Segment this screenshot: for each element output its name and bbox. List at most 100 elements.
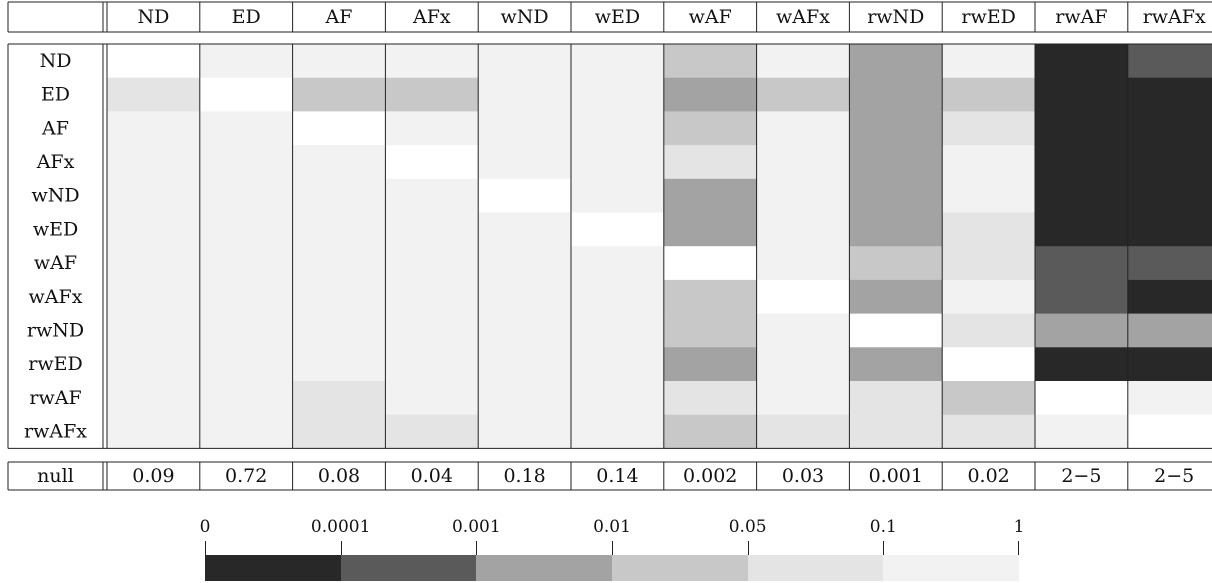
heatmap-cell-rwND-ED bbox=[199, 313, 294, 348]
heatmap-cell-wAFx-rwAFx bbox=[1127, 279, 1212, 315]
heatmap-cell-AFx-ND bbox=[107, 145, 201, 180]
heatmap-cell-rwED-rwAFx bbox=[1127, 347, 1212, 382]
heatmap-cell-rwND-rwAFx bbox=[1127, 313, 1212, 348]
row-label-rwND: rwND bbox=[27, 319, 84, 341]
heatmap-cell-rwND-AFx bbox=[385, 313, 479, 348]
heatmap-cell-rwAFx-AF bbox=[292, 414, 386, 449]
column-header-rwND: rwND bbox=[867, 6, 924, 28]
heatmap-cell-rwND-ND bbox=[107, 313, 201, 348]
heatmap-cell-wAFx-ED bbox=[199, 279, 294, 315]
heatmap-cell-rwND-wAF bbox=[663, 313, 758, 348]
heatmap-cell-AF-rwND bbox=[849, 111, 943, 146]
row-label-AFx: AFx bbox=[36, 151, 75, 173]
heatmap-cell-wAF-wED bbox=[571, 246, 665, 281]
heatmap-cell-wND-wAF bbox=[663, 178, 758, 214]
heatmap-cell-wED-rwND bbox=[849, 212, 943, 247]
heatmap-cell-wND-rwAF bbox=[1035, 178, 1129, 214]
heatmap-cell-AFx-AF bbox=[292, 145, 386, 180]
heatmap-cell-ED-AFx bbox=[385, 77, 479, 112]
legend-tick-mark bbox=[747, 541, 749, 555]
heatmap-cell-ND-rwAF bbox=[1035, 44, 1129, 79]
heatmap-cell-AFx-rwAFx bbox=[1127, 145, 1212, 180]
row-label-wND: wND bbox=[31, 185, 79, 207]
legend-tick-label: 0.05 bbox=[728, 517, 767, 537]
heatmap-cell-AFx-rwED bbox=[942, 145, 1036, 180]
column-header-wND: wND bbox=[501, 6, 549, 28]
heatmap-cell-ND-wAFx bbox=[756, 44, 850, 79]
heatmap-cell-ED-rwED bbox=[942, 77, 1036, 112]
heatmap-cell-rwED-rwED bbox=[942, 347, 1036, 382]
heatmap-cell-ND-wED bbox=[571, 44, 665, 79]
null-value-wND: 0.18 bbox=[503, 465, 545, 487]
row-label-rwAFx: rwAFx bbox=[24, 421, 87, 443]
heatmap-cell-ED-wAF bbox=[663, 77, 758, 112]
heatmap-cell-wAF-ED bbox=[199, 246, 294, 281]
null-value-rwAF: 2−5 bbox=[1061, 465, 1101, 487]
heatmap-cell-AF-wND bbox=[478, 111, 572, 146]
legend-tick-mark bbox=[883, 541, 885, 555]
heatmap-cell-AFx-wAFx bbox=[756, 145, 850, 180]
heatmap-cell-rwED-wND bbox=[478, 347, 572, 382]
heatmap-cell-wAFx-wAFx bbox=[756, 279, 850, 315]
heatmap-cell-wAF-rwAFx bbox=[1127, 246, 1212, 281]
heatmap-cell-rwAFx-rwAF bbox=[1035, 414, 1129, 449]
heatmap-cell-wAF-AFx bbox=[385, 246, 479, 281]
heatmap-cell-ND-ND bbox=[107, 44, 201, 79]
heatmap-cell-wND-ND bbox=[107, 178, 201, 214]
heatmap-cell-rwAF-wED bbox=[571, 381, 665, 416]
null-value-wAF: 0.002 bbox=[683, 465, 737, 487]
row-label-wAFx: wAFx bbox=[29, 286, 83, 308]
row-label-rwAF: rwAF bbox=[29, 387, 81, 409]
heatmap-cell-rwAFx-rwND bbox=[849, 414, 943, 449]
heatmap-cell-rwAF-wAF bbox=[663, 381, 758, 416]
legend-swatch bbox=[747, 555, 884, 581]
row-label-AF: AF bbox=[41, 117, 69, 139]
heatmap-cell-wAFx-rwED bbox=[942, 279, 1036, 315]
legend-tick-label: 0 bbox=[199, 517, 211, 537]
heatmap-cell-rwAF-rwAF bbox=[1035, 381, 1129, 416]
column-header-wAFx: wAFx bbox=[776, 6, 830, 28]
column-header-AF: AF bbox=[325, 6, 353, 28]
heatmap-cell-wND-AF bbox=[292, 178, 386, 214]
column-header-rwED: rwED bbox=[961, 6, 1015, 28]
heatmap-cell-rwAFx-wND bbox=[478, 414, 572, 449]
legend-tick-label: 0.001 bbox=[451, 517, 501, 537]
heatmap-cell-ND-wND bbox=[478, 44, 572, 79]
heatmap-cell-rwND-rwED bbox=[942, 313, 1036, 348]
legend-tick-mark bbox=[205, 541, 206, 555]
heatmap-cell-rwND-wND bbox=[478, 313, 572, 348]
heatmap-cell-wND-AFx bbox=[385, 178, 479, 214]
heatmap-cell-wAF-wND bbox=[478, 246, 572, 281]
heatmap-cell-rwAF-AF bbox=[292, 381, 386, 416]
heatmap-cell-wAF-ND bbox=[107, 246, 201, 281]
legend-swatch bbox=[883, 555, 1020, 581]
heatmap-cell-wAF-rwND bbox=[849, 246, 943, 281]
heatmap-cell-rwAFx-ED bbox=[199, 414, 294, 449]
heatmap-cell-wED-rwAFx bbox=[1127, 212, 1212, 247]
column-header-wED: wED bbox=[595, 6, 640, 28]
heatmap-cell-wAFx-AFx bbox=[385, 279, 479, 315]
heatmap-cell-wND-wAFx bbox=[756, 178, 850, 214]
heatmap-cell-rwAF-wAFx bbox=[756, 381, 850, 416]
heatmap-cell-rwED-wAFx bbox=[756, 347, 850, 382]
heatmap-cell-wED-AFx bbox=[385, 212, 479, 247]
column-header-ED: ED bbox=[232, 6, 261, 28]
heatmap-cell-wAF-rwAF bbox=[1035, 246, 1129, 281]
heatmap-cell-rwAFx-rwAFx bbox=[1127, 414, 1212, 449]
heatmap-cell-AF-wED bbox=[571, 111, 665, 146]
legend-tick-label: 0.01 bbox=[593, 517, 631, 537]
column-header-wAF: wAF bbox=[689, 6, 732, 28]
null-value-rwAFx: 2−5 bbox=[1154, 465, 1194, 487]
heatmap-cell-rwED-AF bbox=[292, 347, 386, 382]
legend-tick-mark bbox=[476, 541, 478, 555]
heatmap-cell-wAFx-wED bbox=[571, 279, 665, 315]
legend-tick-label: 0.0001 bbox=[310, 517, 371, 537]
heatmap-cell-ND-rwAFx bbox=[1127, 44, 1212, 79]
row-label-ND: ND bbox=[40, 50, 72, 72]
heatmap-cell-ND-rwED bbox=[942, 44, 1036, 79]
heatmap-cell-ND-wAF bbox=[663, 44, 758, 79]
heatmap-cell-wND-rwAFx bbox=[1127, 178, 1212, 214]
heatmap-cell-rwED-ND bbox=[107, 347, 201, 382]
legend-swatch bbox=[340, 555, 477, 581]
null-value-ND: 0.09 bbox=[132, 465, 174, 487]
